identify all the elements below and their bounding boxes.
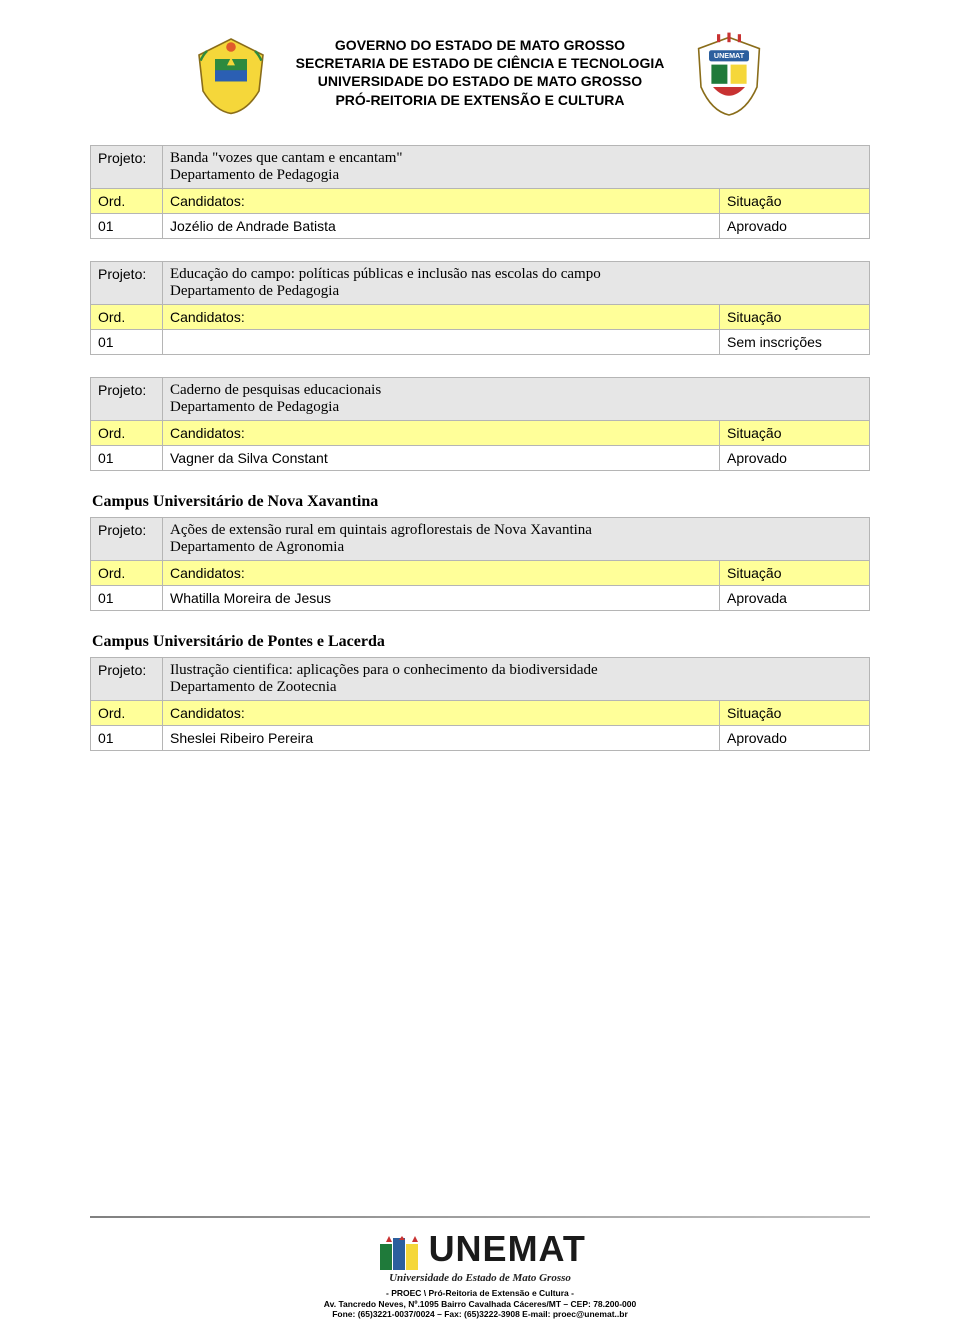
col-situacao: Situação bbox=[720, 189, 870, 214]
cell-name: Whatilla Moreira de Jesus bbox=[163, 586, 720, 611]
col-ord: Ord. bbox=[91, 701, 163, 726]
project-title: Caderno de pesquisas educacionais bbox=[170, 382, 862, 399]
projeto-label: Projeto: bbox=[91, 518, 163, 561]
col-ord: Ord. bbox=[91, 189, 163, 214]
col-candidatos: Candidatos: bbox=[163, 189, 720, 214]
header-line-4: PRÓ-REITORIA DE EXTENSÃO E CULTURA bbox=[296, 91, 665, 109]
col-candidatos: Candidatos: bbox=[163, 701, 720, 726]
col-ord: Ord. bbox=[91, 421, 163, 446]
footer-logo-word: UNEMAT bbox=[429, 1228, 586, 1269]
projeto-label: Projeto: bbox=[91, 262, 163, 305]
cell-status: Sem inscrições bbox=[719, 330, 869, 355]
header-line-2: SECRETARIA DE ESTADO DE CIÊNCIA E TECNOL… bbox=[296, 54, 665, 72]
document-footer: UNEMAT Universidade do Estado de Mato Gr… bbox=[0, 1216, 960, 1320]
footer-line-1: - PROEC \ Pró-Reitoria de Extensão e Cul… bbox=[0, 1288, 960, 1299]
projeto-label: Projeto: bbox=[91, 378, 163, 421]
cell-name: Vagner da Silva Constant bbox=[163, 446, 720, 471]
col-situacao: Situação bbox=[720, 561, 870, 586]
project-title: Ações de extensão rural em quintais agro… bbox=[170, 522, 862, 539]
project-dept: Departamento de Agronomia bbox=[170, 539, 862, 556]
project-title: Banda "vozes que cantam e encantam" bbox=[170, 150, 862, 167]
col-situacao: Situação bbox=[719, 305, 869, 330]
document-header: GOVERNO DO ESTADO DE MATO GROSSO SECRETA… bbox=[90, 30, 870, 120]
cell-ord: 01 bbox=[91, 586, 163, 611]
cell-name: Jozélio de Andrade Batista bbox=[163, 214, 720, 239]
col-ord: Ord. bbox=[91, 561, 163, 586]
project-dept: Departamento de Pedagogia bbox=[170, 167, 862, 184]
col-candidatos: Candidatos: bbox=[163, 561, 720, 586]
col-situacao: Situação bbox=[719, 701, 869, 726]
svg-text:UNEMAT: UNEMAT bbox=[714, 51, 745, 60]
cell-ord: 01 bbox=[91, 726, 163, 751]
project-table: Projeto: Caderno de pesquisas educaciona… bbox=[90, 377, 870, 471]
project-dept: Departamento de Pedagogia bbox=[170, 283, 862, 300]
projeto-label: Projeto: bbox=[91, 146, 163, 189]
campus-heading: Campus Universitário de Pontes e Lacerda bbox=[92, 633, 870, 651]
cell-status: Aprovada bbox=[720, 586, 870, 611]
project-title: Educação do campo: políticas públicas e … bbox=[170, 266, 862, 283]
col-candidatos: Candidatos: bbox=[163, 421, 720, 446]
footer-line-2: Av. Tancredo Neves, Nº.1095 Bairro Caval… bbox=[0, 1299, 960, 1310]
col-situacao: Situação bbox=[720, 421, 870, 446]
project-table: Projeto: Ilustração cientifica: aplicaçõ… bbox=[90, 657, 870, 751]
cell-ord: 01 bbox=[91, 446, 163, 471]
cell-status: Aprovado bbox=[720, 214, 870, 239]
cell-ord: 01 bbox=[91, 330, 163, 355]
project-table: Projeto: Ações de extensão rural em quin… bbox=[90, 517, 870, 611]
footer-divider bbox=[90, 1216, 870, 1218]
unemat-footer-logo-icon: UNEMAT Universidade do Estado de Mato Gr… bbox=[374, 1228, 586, 1284]
unemat-shield-icon: UNEMAT bbox=[684, 30, 774, 120]
campus-heading: Campus Universitário de Nova Xavantina bbox=[92, 493, 870, 511]
cell-status: Aprovado bbox=[720, 446, 870, 471]
project-title: Ilustração cientifica: aplicações para o… bbox=[170, 662, 862, 679]
project-dept: Departamento de Pedagogia bbox=[170, 399, 862, 416]
project-table: Projeto: Banda "vozes que cantam e encan… bbox=[90, 145, 870, 239]
header-line-1: GOVERNO DO ESTADO DE MATO GROSSO bbox=[296, 36, 665, 54]
col-ord: Ord. bbox=[91, 305, 163, 330]
cell-name: Sheslei Ribeiro Pereira bbox=[163, 726, 720, 751]
projeto-label: Projeto: bbox=[91, 658, 163, 701]
cell-name bbox=[163, 330, 720, 355]
cell-status: Aprovado bbox=[719, 726, 869, 751]
state-coat-of-arms-icon bbox=[186, 30, 276, 120]
project-dept: Departamento de Zootecnia bbox=[170, 679, 862, 696]
footer-line-3: Fone: (65)3221-0037/0024 – Fax: (65)3222… bbox=[0, 1309, 960, 1320]
project-table: Projeto: Educação do campo: políticas pú… bbox=[90, 261, 870, 355]
cell-ord: 01 bbox=[91, 214, 163, 239]
footer-logo-sub: Universidade do Estado de Mato Grosso bbox=[374, 1272, 586, 1284]
header-line-3: UNIVERSIDADE DO ESTADO DE MATO GROSSO bbox=[296, 72, 665, 90]
col-candidatos: Candidatos: bbox=[163, 305, 720, 330]
